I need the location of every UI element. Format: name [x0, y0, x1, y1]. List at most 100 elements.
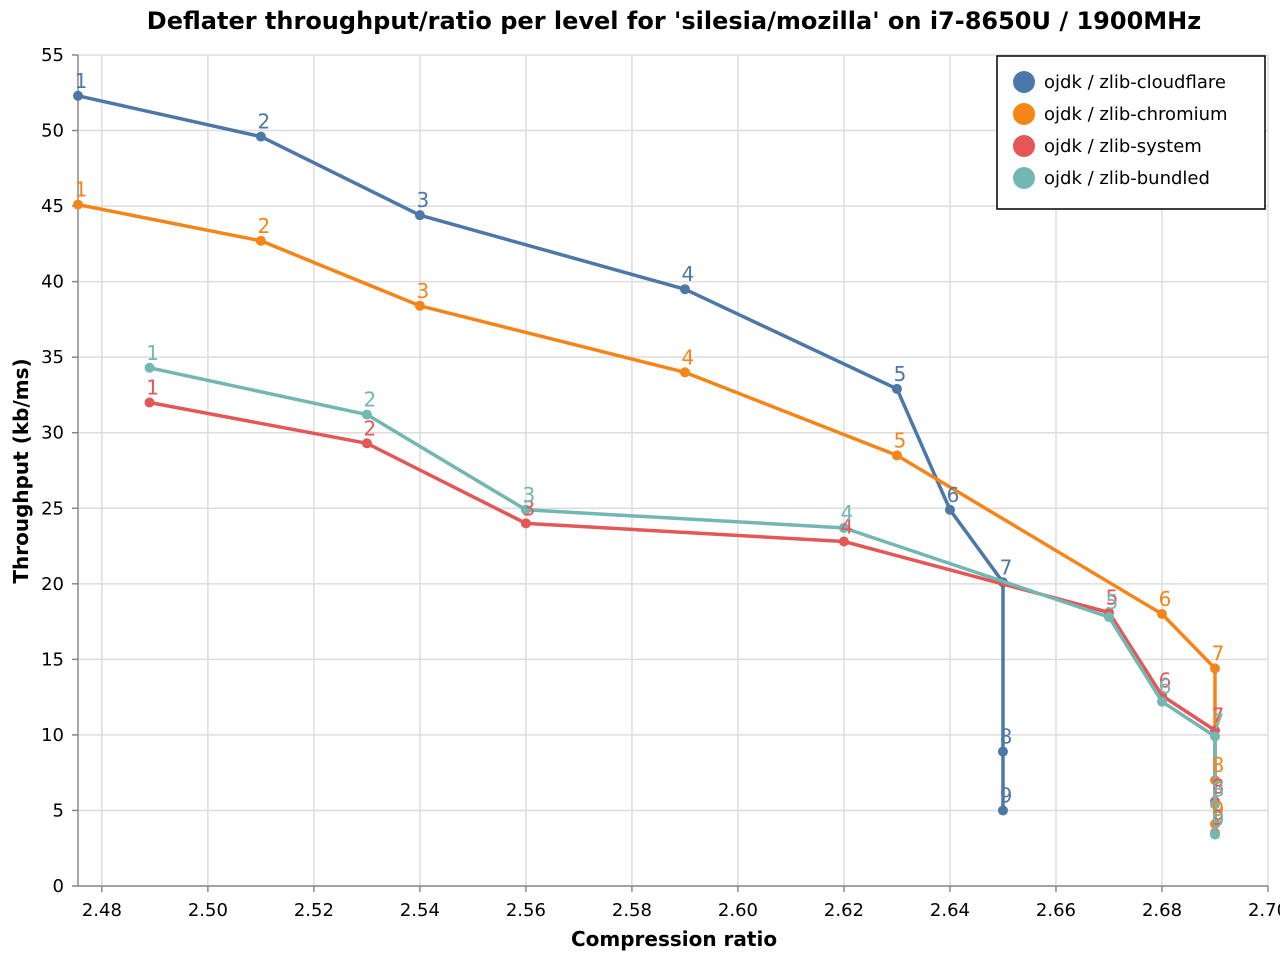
point-label: 5 [1106, 586, 1119, 610]
point-label: 3 [523, 483, 536, 507]
data-point [414, 210, 425, 221]
data-point [414, 300, 425, 311]
legend-label: ojdk / zlib-cloudflare [1044, 72, 1226, 93]
legend-item: ojdk / zlib-chromium [1013, 103, 1228, 125]
point-label: 4 [682, 262, 695, 286]
legend-swatch [1013, 71, 1035, 93]
point-label: 5 [894, 428, 907, 452]
y-tick-label: 20 [41, 574, 64, 595]
series-line [149, 366, 1217, 835]
x-tick-label: 2.68 [1142, 900, 1182, 921]
point-label: 2 [258, 214, 271, 238]
y-tick-label: 0 [53, 876, 64, 897]
data-point [361, 438, 372, 449]
point-label: 4 [841, 501, 854, 525]
point-label: 1 [146, 376, 159, 400]
series-3 [144, 362, 1220, 840]
point-label: 1 [146, 341, 159, 365]
y-tick-label: 10 [41, 725, 64, 746]
legend-swatch [1013, 167, 1035, 189]
data-point [891, 383, 902, 394]
point-label: 6 [1159, 587, 1172, 611]
data-point [1209, 799, 1220, 810]
y-tick-label: 35 [41, 347, 64, 368]
data-point [997, 805, 1008, 816]
point-label: 9 [1212, 808, 1225, 832]
point-label: 8 [1000, 725, 1013, 749]
data-point [361, 409, 372, 420]
point-label: 7 [1000, 555, 1013, 579]
point-label: 9 [1212, 797, 1225, 821]
series-2 [144, 397, 1220, 839]
point-label: 3 [523, 496, 536, 520]
legend-box [996, 55, 1266, 210]
point-label: 8 [1212, 753, 1225, 777]
point-label: 3 [417, 188, 430, 212]
data-point [838, 522, 849, 533]
point-label: 6 [947, 483, 960, 507]
data-point [1156, 696, 1167, 707]
y-axis-title: Throughput (kb/ms) [9, 358, 33, 583]
legend-label: ojdk / zlib-system [1044, 136, 1202, 157]
data-point [144, 362, 155, 373]
point-label: 4 [682, 345, 695, 369]
x-tick-label: 2.54 [400, 900, 440, 921]
legend-swatch [1013, 135, 1035, 157]
point-label: 2 [258, 110, 271, 134]
data-point [838, 536, 849, 547]
data-point [1209, 829, 1220, 840]
point-label: 9 [1000, 783, 1013, 807]
x-tick-label: 2.48 [82, 900, 122, 921]
data-point [997, 746, 1008, 757]
x-tick-label: 2.60 [718, 900, 758, 921]
data-point [679, 367, 690, 378]
point-label: 3 [417, 279, 430, 303]
point-label: 2 [364, 416, 377, 440]
legend-label: ojdk / zlib-chromium [1044, 104, 1228, 125]
point-label: 7 [1212, 703, 1225, 727]
data-point [520, 504, 531, 515]
data-point [73, 90, 83, 101]
point-label: 6 [1159, 669, 1172, 693]
y-tick-label: 45 [41, 196, 64, 217]
y-tick-label: 5 [53, 800, 64, 821]
x-tick-label: 2.52 [294, 900, 334, 921]
point-label: 8 [1212, 774, 1225, 798]
x-tick-label: 2.70 [1248, 900, 1280, 921]
data-point [1209, 663, 1220, 674]
data-point [891, 450, 902, 461]
data-point [255, 131, 266, 142]
legend-swatch [1013, 103, 1035, 125]
point-label: 2 [364, 388, 377, 412]
legend-label: ojdk / zlib-bundled [1044, 168, 1210, 189]
chart-title: Deflater throughput/ratio per level for … [147, 7, 1201, 35]
y-tick-label: 55 [41, 45, 64, 66]
x-tick-label: 2.50 [188, 900, 228, 921]
y-tick-label: 15 [41, 649, 64, 670]
x-tick-label: 2.62 [824, 900, 864, 921]
y-tick-label: 50 [41, 121, 64, 142]
data-point [1103, 612, 1114, 623]
point-label: 7 [1212, 709, 1225, 733]
point-label: 1 [75, 69, 88, 93]
legend: ojdk / zlib-cloudflare ojdk / zlib-chromi… [996, 55, 1266, 210]
x-tick-label: 2.66 [1036, 900, 1076, 921]
data-point [1209, 731, 1220, 742]
x-axis-title: Compression ratio [571, 927, 777, 951]
point-label: 5 [894, 362, 907, 386]
data-point [520, 518, 531, 529]
point-label: 8 [1212, 777, 1225, 801]
series-line [77, 94, 1005, 811]
data-point [255, 235, 266, 246]
y-tick-label: 25 [41, 498, 64, 519]
legend-item: ojdk / zlib-bundled [1013, 167, 1210, 189]
y-tick-label: 30 [41, 423, 64, 444]
series-0 [73, 90, 1008, 816]
point-label: 7 [1212, 641, 1225, 665]
point-label: 9 [1212, 806, 1225, 830]
series-line [149, 400, 1217, 834]
plot-area [73, 90, 1220, 840]
data-point [679, 284, 690, 295]
axes: 2.48 2.50 2.52 2.54 2.56 2.58 2.60 2.62 2.64 2.66… [41, 45, 1280, 921]
